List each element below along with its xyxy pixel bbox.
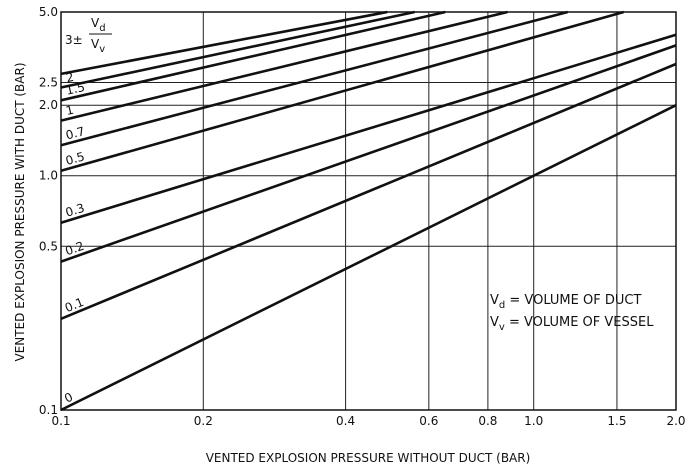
curve-label: 0.5 xyxy=(64,149,86,168)
y-tick-labels: 0.1 0.5 1.0 2.0 2.5 5.0 xyxy=(39,5,58,417)
grid-lines xyxy=(60,11,677,411)
curve-line xyxy=(60,104,677,412)
y-tick-label: 2.0 xyxy=(39,98,58,112)
legend-item-vessel: Vv = VOLUME OF VESSEL xyxy=(490,315,654,333)
x-tick-labels: 0.1 0.2 0.4 0.6 0.8 1.0 1.5 2.0 xyxy=(51,414,685,428)
y-tick-label: 2.5 xyxy=(39,76,58,90)
curve-line xyxy=(60,10,388,76)
x-tick-label: 0.2 xyxy=(194,414,213,428)
curve-label: 1 xyxy=(64,103,75,118)
y-axis-label: VENTED EXPLOSION PRESSURE WITH DUCT (BAR… xyxy=(13,62,27,361)
curve-line xyxy=(60,44,677,263)
x-tick-label: 0.1 xyxy=(51,414,70,428)
curve-line xyxy=(60,10,446,102)
x-tick-label: 1.0 xyxy=(524,414,543,428)
y-tick-label: 5.0 xyxy=(39,5,58,19)
fraction-numerator: Vd xyxy=(91,16,106,34)
curve-family-label: 3± Vd Vv xyxy=(65,16,112,55)
curve-line xyxy=(60,10,415,89)
y-tick-label: 1.0 xyxy=(39,169,58,183)
curve-label: 2 xyxy=(65,70,75,85)
y-tick-label: 0.1 xyxy=(39,403,58,417)
curve-family-lead: 3± xyxy=(65,33,83,47)
curve-label: 0.3 xyxy=(64,201,86,220)
curve-line xyxy=(60,10,625,173)
x-axis-label: VENTED EXPLOSION PRESSURE WITHOUT DUCT (… xyxy=(206,451,531,465)
x-tick-label: 0.8 xyxy=(478,414,497,428)
curve-label: 0.7 xyxy=(64,124,86,142)
curve-label: 1.5 xyxy=(65,80,87,98)
curve-line xyxy=(60,10,508,122)
curve-label: 0.1 xyxy=(63,295,86,315)
curve-line xyxy=(60,33,677,224)
x-tick-label: 2.0 xyxy=(666,414,685,428)
legend: Vd = VOLUME OF DUCT Vv = VOLUME OF VESSE… xyxy=(490,293,654,333)
y-tick-label: 0.5 xyxy=(39,239,58,253)
fraction-denominator: Vv xyxy=(91,37,105,55)
plot-frame xyxy=(60,11,677,411)
curve-lines xyxy=(60,10,677,412)
legend-item-duct: Vd = VOLUME OF DUCT xyxy=(490,293,641,311)
x-tick-label: 0.4 xyxy=(336,414,355,428)
curve-line xyxy=(60,62,677,321)
curve-label: 0.2 xyxy=(63,239,86,259)
x-tick-label: 0.6 xyxy=(419,414,438,428)
curve-labels: 00.10.20.30.50.711.52 xyxy=(62,70,86,406)
curve-line xyxy=(60,10,569,147)
x-tick-label: 1.5 xyxy=(607,414,626,428)
